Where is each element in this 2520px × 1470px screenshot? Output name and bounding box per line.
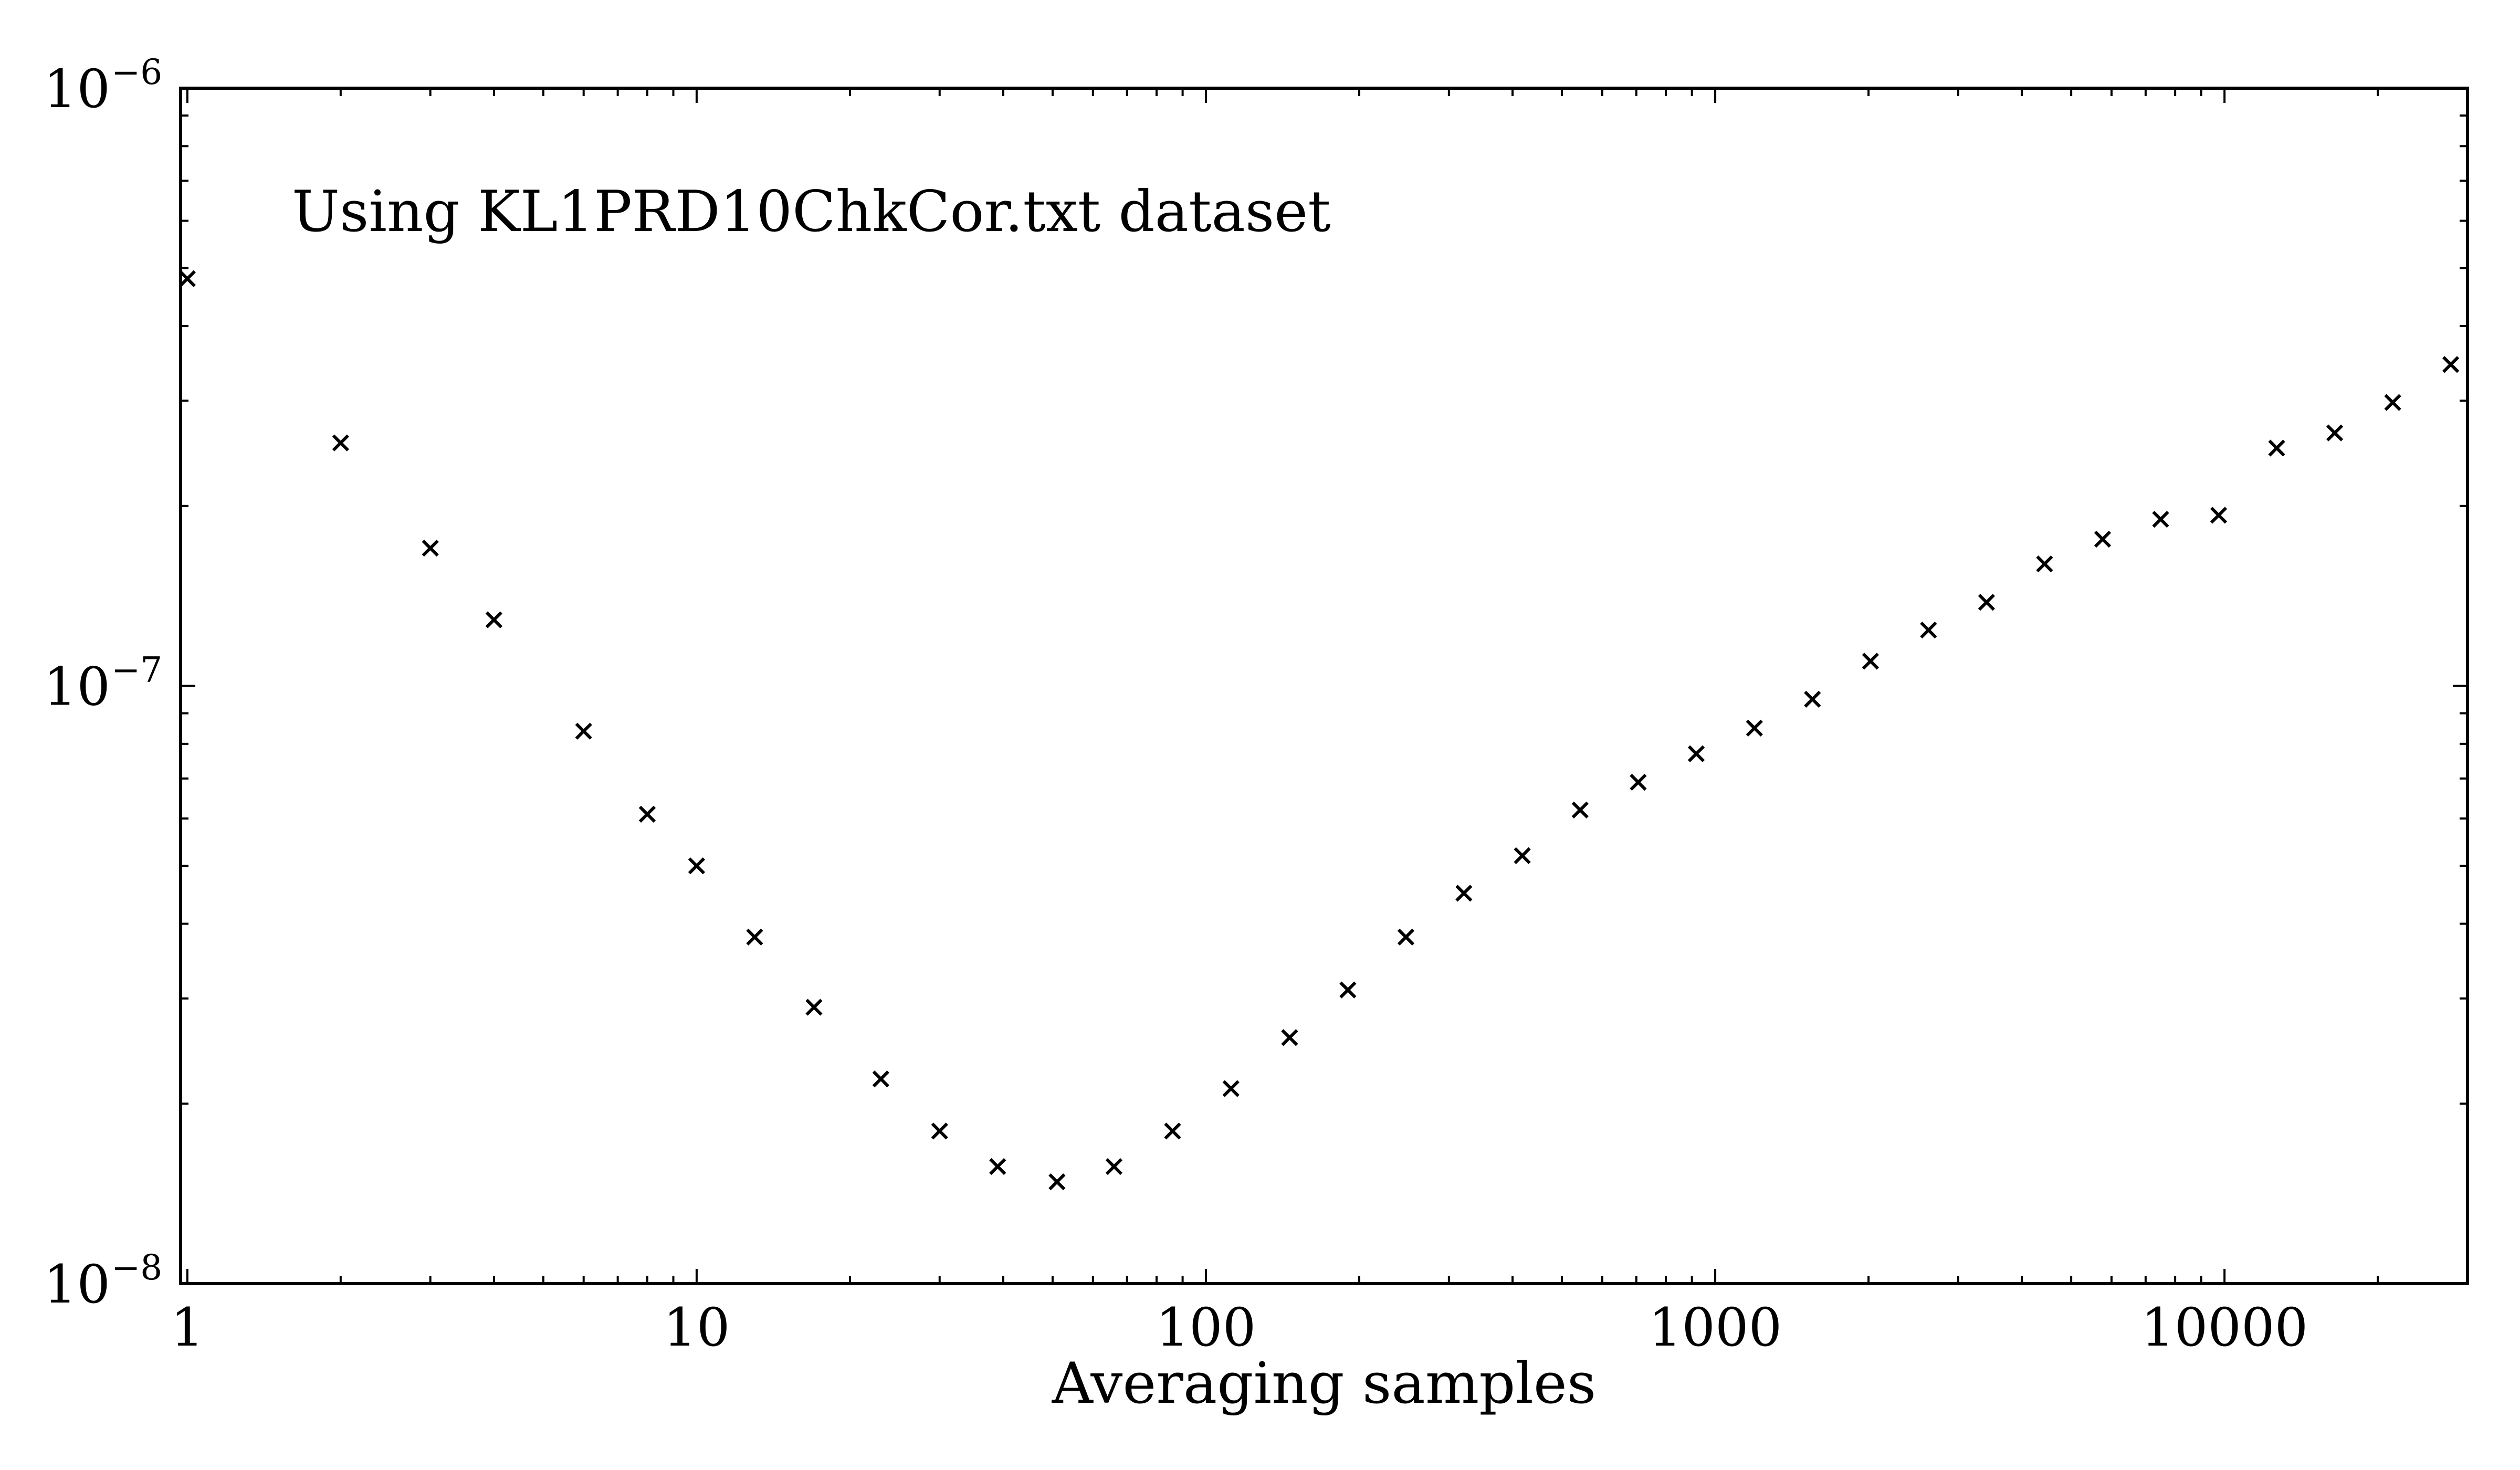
- data-point: [1862, 653, 1879, 670]
- x-axis-title: Averaging samples: [1052, 1351, 1597, 1416]
- data-points: [178, 270, 2460, 1191]
- data-point: [1222, 1080, 1240, 1097]
- data-point: [1920, 622, 1937, 639]
- y-tick-label-exponent: −8: [111, 1247, 162, 1288]
- data-point: [1105, 1158, 1123, 1175]
- data-point: [2094, 530, 2112, 548]
- data-point: [1746, 719, 1763, 737]
- data-point: [575, 722, 592, 740]
- x-tick-label: 1000: [1648, 1297, 1782, 1358]
- plot-frame: [179, 87, 2469, 1285]
- y-tick-label-base: 10: [44, 656, 110, 718]
- data-point: [1048, 1173, 1066, 1191]
- data-point: [989, 1158, 1006, 1175]
- data-point: [1339, 981, 1357, 999]
- y-tick-label-base: 10: [44, 58, 110, 120]
- data-point: [1514, 847, 1531, 864]
- x-tick-label: 10000: [2141, 1297, 2308, 1358]
- data-point: [178, 270, 196, 288]
- data-point: [422, 540, 439, 557]
- data-point: [2384, 394, 2401, 411]
- data-point: [1978, 594, 1996, 611]
- x-tick-label: 10: [663, 1297, 730, 1358]
- data-point: [805, 999, 823, 1016]
- data-point: [638, 805, 656, 823]
- data-point: [2036, 555, 2053, 573]
- chart-annotation: Using KL1PRD10ChkCor.txt dataset: [292, 179, 1331, 245]
- y-tick-label: 10 −6: [44, 52, 163, 120]
- data-point: [485, 611, 503, 628]
- data-point: [2442, 356, 2460, 373]
- data-point: [2268, 439, 2285, 457]
- data-point: [1164, 1122, 1181, 1140]
- x-tick-label: 1: [171, 1297, 204, 1358]
- data-point: [1397, 928, 1415, 946]
- data-point: [1630, 773, 1647, 791]
- y-tick-label-exponent: −7: [111, 650, 162, 690]
- data-point: [2210, 507, 2228, 524]
- data-point: [872, 1070, 889, 1088]
- data-point: [1571, 801, 1589, 818]
- data-point: [1687, 745, 1705, 762]
- data-point: [1455, 885, 1473, 902]
- axis-ticks: [181, 87, 2469, 1285]
- data-point: [2152, 511, 2169, 528]
- data-point: [332, 434, 349, 452]
- x-tick-labels: 1 10 100 1000 10000: [171, 1297, 2308, 1358]
- y-tick-label: 10 −7: [44, 650, 163, 718]
- data-point: [2326, 424, 2344, 442]
- data-point: [931, 1122, 948, 1140]
- data-point: [1281, 1029, 1298, 1046]
- y-tick-label-exponent: −6: [111, 52, 162, 92]
- data-point: [1804, 690, 1821, 708]
- data-point: [746, 928, 763, 946]
- y-tick-label: 10 −8: [44, 1247, 163, 1315]
- y-tick-labels: 10−810−710−6: [44, 52, 163, 1315]
- x-tick-label: 100: [1156, 1297, 1256, 1358]
- y-tick-label-base: 10: [44, 1254, 110, 1315]
- data-point: [688, 857, 706, 875]
